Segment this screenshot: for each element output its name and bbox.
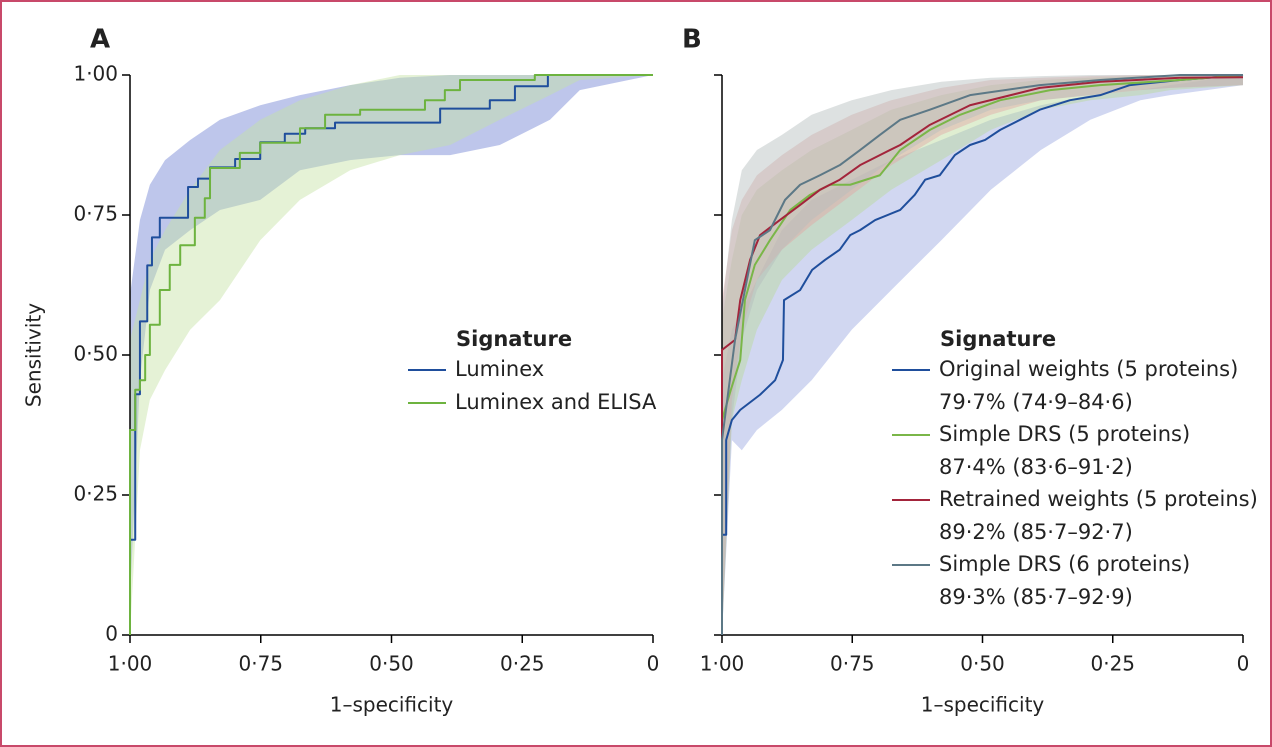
- legend-auc: 87·4% (83·6–91·2): [939, 455, 1133, 479]
- y-tick-label: 0·25: [73, 482, 118, 506]
- legend-title: Signature: [940, 327, 1056, 351]
- x-tick-label: 0·50: [369, 652, 414, 676]
- x-tick-label: 1·00: [108, 652, 153, 676]
- x-tick-label: 0: [647, 652, 660, 676]
- y-tick-label: 0·50: [73, 342, 118, 366]
- x-axis-label: 1–specificity: [330, 693, 454, 717]
- legend-auc: 79·7% (74·9–84·6): [939, 390, 1133, 414]
- roc-line: [721, 74, 1243, 635]
- y-tick-label: 0: [105, 622, 118, 646]
- x-tick-label: 0·50: [960, 652, 1005, 676]
- legend-auc: 89·2% (85·7–92·7): [939, 520, 1133, 544]
- x-tick-label: 0: [1237, 652, 1250, 676]
- roc-line: [721, 74, 1244, 635]
- panel: B 1·00 0·75 0·50 0·25 0 1–specificity Signature…: [682, 25, 1258, 717]
- panel-label: B: [682, 25, 702, 55]
- legend-label: Simple DRS (5 proteins): [939, 422, 1190, 446]
- legend-title: Signature: [456, 327, 572, 351]
- x-tick-label: 1·00: [700, 652, 745, 676]
- x-tick-label: 0·75: [830, 652, 875, 676]
- legend-label: Luminex: [455, 357, 544, 381]
- confidence-band: [130, 75, 653, 635]
- y-tick-label: 0·75: [73, 202, 118, 226]
- roc-line: [721, 74, 1244, 635]
- x-tick-label: 0·75: [238, 652, 283, 676]
- x-tick-label: 0·25: [500, 652, 545, 676]
- legend-label: Luminex and ELISA: [455, 390, 657, 414]
- y-tick-label: 1·00: [73, 62, 118, 86]
- legend-label: Simple DRS (6 proteins): [939, 552, 1190, 576]
- x-axis-label: 1–specificity: [921, 693, 1045, 717]
- confidence-band: [722, 75, 1243, 635]
- y-axis-label: Sensitivity: [22, 303, 46, 407]
- roc-line: [721, 76, 1244, 635]
- x-tick-label: 0·25: [1090, 652, 1135, 676]
- roc-line: [129, 74, 653, 635]
- legend-label: Original weights (5 proteins): [939, 357, 1238, 381]
- legend-auc: 89·3% (85·7–92·9): [939, 585, 1133, 609]
- legend-label: Retrained weights (5 proteins): [939, 487, 1258, 511]
- panel: A 0 0·25 0·50 0·75 1·00 1·00 0·75 0·50 0·25 0 1–spe…: [22, 25, 660, 717]
- confidence-band: [722, 75, 1243, 635]
- panel-label: A: [90, 25, 110, 55]
